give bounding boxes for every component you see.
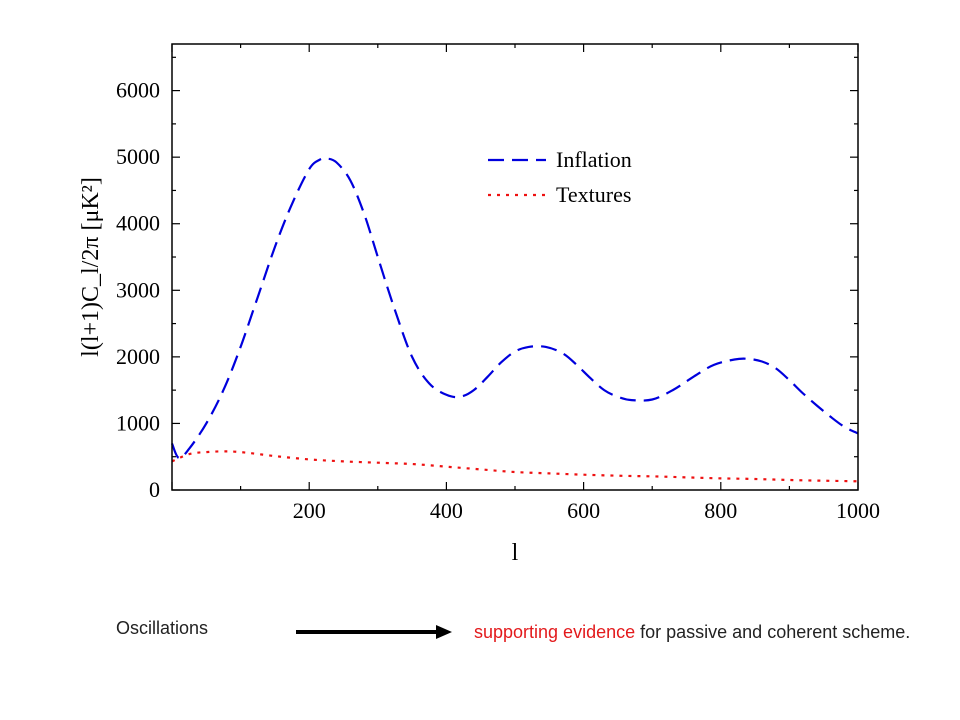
y-tick-label: 4000	[116, 211, 160, 236]
x-tick-label: 800	[704, 498, 737, 523]
legend-label-inflation: Inflation	[556, 147, 632, 172]
y-tick-label: 3000	[116, 277, 160, 302]
series-line-textures	[171, 450, 859, 483]
x-tick-label: 200	[293, 498, 326, 523]
chart: 200 400 600 800 1000 0 1000 2000 3000 4000 5000 600…	[78, 43, 880, 566]
legend-label-textures: Textures	[556, 182, 631, 207]
x-tick-label: 600	[567, 498, 600, 523]
caption-rest: for passive and coherent scheme.	[635, 622, 911, 642]
tick-layer: 200 400 600 800 1000 0 1000 2000 3000 4000 5000 600…	[116, 44, 880, 523]
y-tick-label: 5000	[116, 144, 160, 169]
caption-left: Oscillations	[116, 618, 209, 638]
x-tick-label: 400	[430, 498, 463, 523]
series-line-inflation	[170, 157, 859, 460]
y-tick-label: 1000	[116, 410, 160, 435]
x-tick-label: 1000	[836, 498, 880, 523]
x-axis-title: l	[512, 540, 519, 566]
y-tick-label: 6000	[116, 78, 160, 103]
y-tick-label: 2000	[116, 344, 160, 369]
y-axis-title-group: l(l+1)C_l/2π [μK²]	[78, 177, 104, 357]
series-layer	[170, 157, 859, 483]
plot-frame	[171, 43, 859, 491]
caption-right: supporting evidence for passive and cohe…	[474, 618, 934, 646]
caption-highlight: supporting evidence	[474, 622, 636, 642]
arrow-icon	[296, 625, 452, 639]
y-tick-label: 0	[149, 477, 160, 502]
y-axis-title: l(l+1)C_l/2π [μK²]	[78, 177, 104, 357]
legend: Inflation Textures	[488, 147, 632, 207]
